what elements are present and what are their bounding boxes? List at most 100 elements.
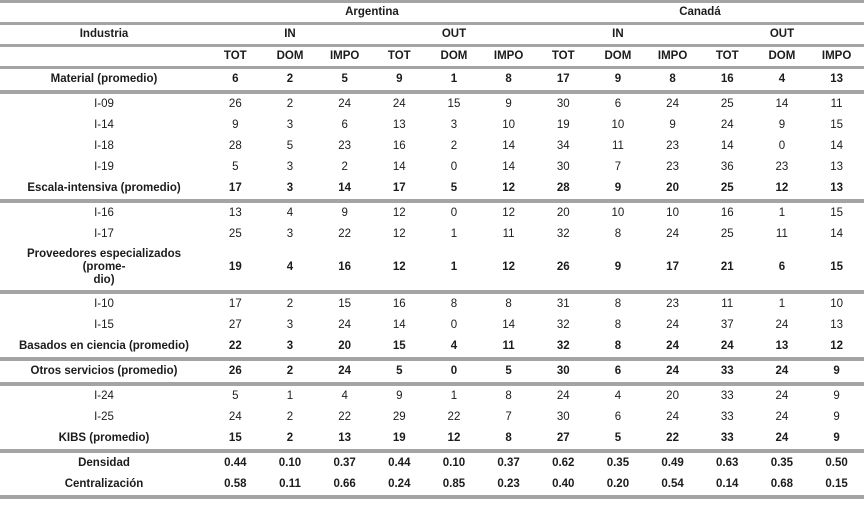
cell: 6 <box>614 411 622 423</box>
cell: 12 <box>392 207 406 219</box>
cell: 1 <box>450 390 458 402</box>
cell: 33 <box>720 432 734 444</box>
cell: 4 <box>614 390 622 402</box>
cell: 0.15 <box>825 478 848 490</box>
cell: 25 <box>720 182 734 194</box>
cell: 0.24 <box>388 478 411 490</box>
table-row: Densidad 0.44 0.10 0.37 0.44 0.10 0.37 0.62 0.35… <box>0 451 864 474</box>
cell: 33 <box>720 390 734 402</box>
cell: 15 <box>338 298 352 310</box>
cell: 9 <box>232 119 239 131</box>
cell: 22 <box>447 411 461 423</box>
cell: 9 <box>833 365 840 377</box>
cell: 0.40 <box>552 478 575 490</box>
cell: 0.10 <box>442 457 466 469</box>
cell: 9 <box>614 73 622 85</box>
cell: 9 <box>833 432 840 444</box>
cell: 1 <box>286 390 294 402</box>
cell: 1 <box>450 73 458 85</box>
cell: 0.20 <box>606 478 630 490</box>
row-label: Basados en ciencia (promedio) <box>19 340 189 352</box>
cell: 15 <box>392 340 406 352</box>
cell: 13 <box>830 182 843 194</box>
cell: 14 <box>392 319 406 331</box>
cell: 0 <box>450 207 458 219</box>
cell: 5 <box>396 365 403 377</box>
cell: 10 <box>611 119 625 131</box>
table-row: I-24 5 1 4 9 1 8 24 4 20 33 24 9 <box>0 384 864 407</box>
cell: 11 <box>502 340 515 352</box>
cell: 22 <box>666 432 679 444</box>
cell: 27 <box>228 319 242 331</box>
cell: 25 <box>228 228 242 240</box>
measure-header: TOT <box>715 50 739 62</box>
cell: 3 <box>286 319 294 331</box>
cell: 0.63 <box>716 457 739 469</box>
cell: 12 <box>502 182 515 194</box>
row-label: I-09 <box>94 98 114 110</box>
table-row: Otros servicios (promedio) 26 2 24 5 0 5 30 6 24 3… <box>0 359 864 384</box>
cell: 24 <box>775 411 789 423</box>
cell: 8 <box>614 340 622 352</box>
cell: 8 <box>505 390 512 402</box>
cell: 0.49 <box>661 457 684 469</box>
corner-cell <box>0 46 208 68</box>
measure-header: IMPO <box>657 50 688 62</box>
cell: 12 <box>502 261 515 273</box>
cell: 24 <box>338 365 352 377</box>
cell: 14 <box>502 161 515 173</box>
cell: 23 <box>338 140 352 152</box>
cell: 2 <box>450 140 458 152</box>
row-label: I-16 <box>94 207 114 219</box>
cell: 0.62 <box>552 457 575 469</box>
measure-header: DOM <box>440 50 468 62</box>
table-row: I-19 5 3 2 14 0 14 30 7 23 36 23 13 <box>0 157 864 178</box>
cell: 4 <box>450 340 458 352</box>
cell: 14 <box>338 182 352 194</box>
cell: 24 <box>775 319 789 331</box>
cell: 22 <box>338 228 352 240</box>
cell: 24 <box>775 390 789 402</box>
cell: 24 <box>666 365 679 377</box>
cell: 19 <box>556 119 570 131</box>
cell: 33 <box>720 365 734 377</box>
country-header-row: Argentina Canadá <box>0 2 864 24</box>
cell: 13 <box>775 340 789 352</box>
cell: 3 <box>286 119 294 131</box>
cell: 24 <box>666 98 679 110</box>
measure-header: TOT <box>551 50 575 62</box>
cell: 17 <box>556 73 570 85</box>
row-label: I-19 <box>94 161 114 173</box>
table-row: Centralización 0.58 0.11 0.66 0.24 0.85 0.23 0.… <box>0 474 864 497</box>
cell: 19 <box>392 432 406 444</box>
cell: 13 <box>338 432 352 444</box>
measure-header: TOT <box>223 50 247 62</box>
cell: 14 <box>502 319 515 331</box>
cell: 11 <box>830 98 843 110</box>
cell: 9 <box>778 119 786 131</box>
cell: 15 <box>228 432 242 444</box>
cell: 28 <box>228 140 242 152</box>
cell: 9 <box>833 390 840 402</box>
cell: 1 <box>450 228 458 240</box>
cell: 14 <box>392 161 406 173</box>
cell: 12 <box>830 340 843 352</box>
industry-network-table: Argentina Canadá Industria IN OUT IN OUT TOT D… <box>0 0 864 499</box>
cell: 20 <box>666 390 679 402</box>
cell: 19 <box>228 261 242 273</box>
cell: 8 <box>505 298 512 310</box>
table-row: I-17 25 3 22 12 1 11 32 8 24 25 11 14 <box>0 224 864 245</box>
cell: 17 <box>228 298 242 310</box>
cell: 8 <box>669 73 676 85</box>
direction-header: OUT <box>769 28 795 40</box>
cell: 2 <box>341 161 348 173</box>
cell: 0.68 <box>770 478 794 490</box>
row-label: Densidad <box>78 457 130 469</box>
cell: 37 <box>720 319 734 331</box>
measure-header: DOM <box>276 50 304 62</box>
direction-header: IN <box>284 28 296 40</box>
table-row: Material (promedio) 6 2 5 9 1 8 17 9 8 16 4 13 <box>0 68 864 92</box>
cell: 8 <box>614 228 622 240</box>
cell: 12 <box>502 207 515 219</box>
cell: 17 <box>228 182 242 194</box>
